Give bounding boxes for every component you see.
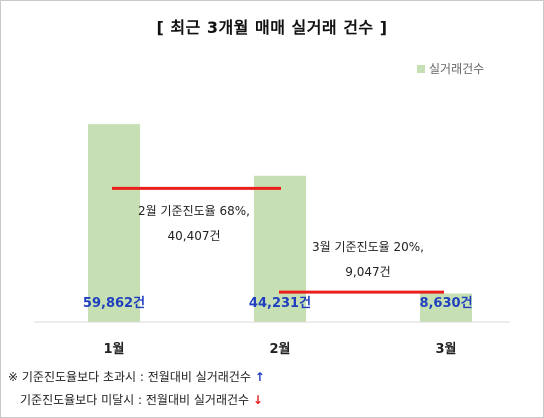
note-below: 기준진도율보다 미달시 : 전월대비 실거래건수 ↓ bbox=[20, 391, 263, 408]
data-label: 59,862건 bbox=[83, 295, 145, 311]
bar-2 bbox=[254, 175, 306, 322]
reference-label: 3월 기준진도율 20%, bbox=[312, 240, 424, 254]
chart-title: [ 최근 3개월 매매 실거래 건수 ] bbox=[156, 18, 388, 37]
legend-swatch bbox=[417, 64, 425, 73]
reference-value-label: 9,047건 bbox=[345, 265, 390, 279]
legend-label: 실거래건수 bbox=[429, 62, 485, 76]
reference-value-label: 40,407건 bbox=[167, 229, 220, 243]
bar-3 bbox=[420, 293, 472, 322]
legend: 실거래건수 bbox=[417, 60, 484, 77]
note-exceed-text: ※ 기준진도율보다 초과시 : 전월대비 실거래건수 bbox=[8, 370, 251, 384]
arrow-up-icon: ↑ bbox=[254, 370, 265, 384]
x-tick-label: 3월 bbox=[435, 341, 456, 357]
data-label: 44,231건 bbox=[249, 295, 311, 311]
arrow-down-icon: ↓ bbox=[252, 393, 263, 407]
reference-label: 2월 기준진도율 68%, bbox=[138, 204, 250, 218]
x-tick-label: 1월 bbox=[103, 341, 124, 357]
note-below-text: 기준진도율보다 미달시 : 전월대비 실거래건수 bbox=[20, 393, 250, 407]
x-tick-label: 2월 bbox=[269, 341, 290, 357]
data-label: 8,630건 bbox=[419, 295, 472, 311]
bar-1 bbox=[88, 124, 140, 322]
note-exceed: ※ 기준진도율보다 초과시 : 전월대비 실거래건수 ↑ bbox=[8, 368, 265, 385]
